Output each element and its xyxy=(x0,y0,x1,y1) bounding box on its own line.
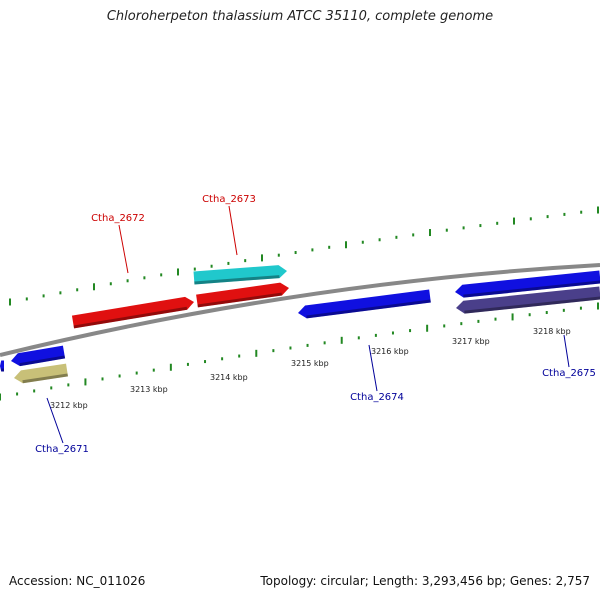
gene-forward[interactable] xyxy=(196,282,290,308)
gene-ctha-2673[interactable] xyxy=(193,265,288,285)
gene-label[interactable]: Ctha_2675 xyxy=(542,368,596,379)
outer-tick-ring xyxy=(9,206,599,306)
gene-leader-line xyxy=(46,397,64,444)
tick-label: 3214 kbp xyxy=(210,373,248,382)
tick-labels: 3212 kbp 3213 kbp 3214 kbp 3215 kbp 3216 kbp… xyxy=(50,327,571,410)
gene-reverse[interactable] xyxy=(0,360,4,372)
gene-reverse[interactable] xyxy=(10,345,66,368)
gene-ctha-2672[interactable] xyxy=(71,296,195,329)
tick-label: 3216 kbp xyxy=(371,347,409,356)
gene-leader-line xyxy=(563,334,570,368)
gene-features xyxy=(0,265,600,385)
tick-label: 3218 kbp xyxy=(533,327,571,336)
accession-label: Accession: NC_011026 xyxy=(9,574,146,588)
gene-ctha-2671[interactable] xyxy=(13,363,68,385)
tick-label: 3213 kbp xyxy=(130,385,168,394)
gene-leader-line xyxy=(368,344,378,392)
inner-tick-ring xyxy=(0,302,599,401)
genome-summary: Topology: circular; Length: 3,293,456 bp… xyxy=(260,574,590,588)
gene-leader-line xyxy=(228,205,238,256)
gene-leader-line xyxy=(118,224,129,274)
tick-label: 3217 kbp xyxy=(452,337,490,346)
page-title: Chloroherpeton thalassium ATCC 35110, co… xyxy=(106,9,494,24)
tick-label: 3212 kbp xyxy=(50,401,88,410)
gene-labels: Ctha_2672 Ctha_2673 Ctha_2671 Ctha_2674 Ctha… xyxy=(35,194,596,455)
gene-label[interactable]: Ctha_2674 xyxy=(350,392,404,403)
gene-label[interactable]: Ctha_2672 xyxy=(91,213,145,224)
gene-ctha-2674[interactable] xyxy=(297,289,431,320)
genome-backbone xyxy=(0,263,600,357)
tick-label: 3215 kbp xyxy=(291,359,329,368)
gene-label[interactable]: Ctha_2673 xyxy=(202,194,256,205)
gene-ctha-2675[interactable] xyxy=(455,286,600,315)
gene-reverse[interactable] xyxy=(454,270,600,299)
gene-label[interactable]: Ctha_2671 xyxy=(35,444,89,455)
